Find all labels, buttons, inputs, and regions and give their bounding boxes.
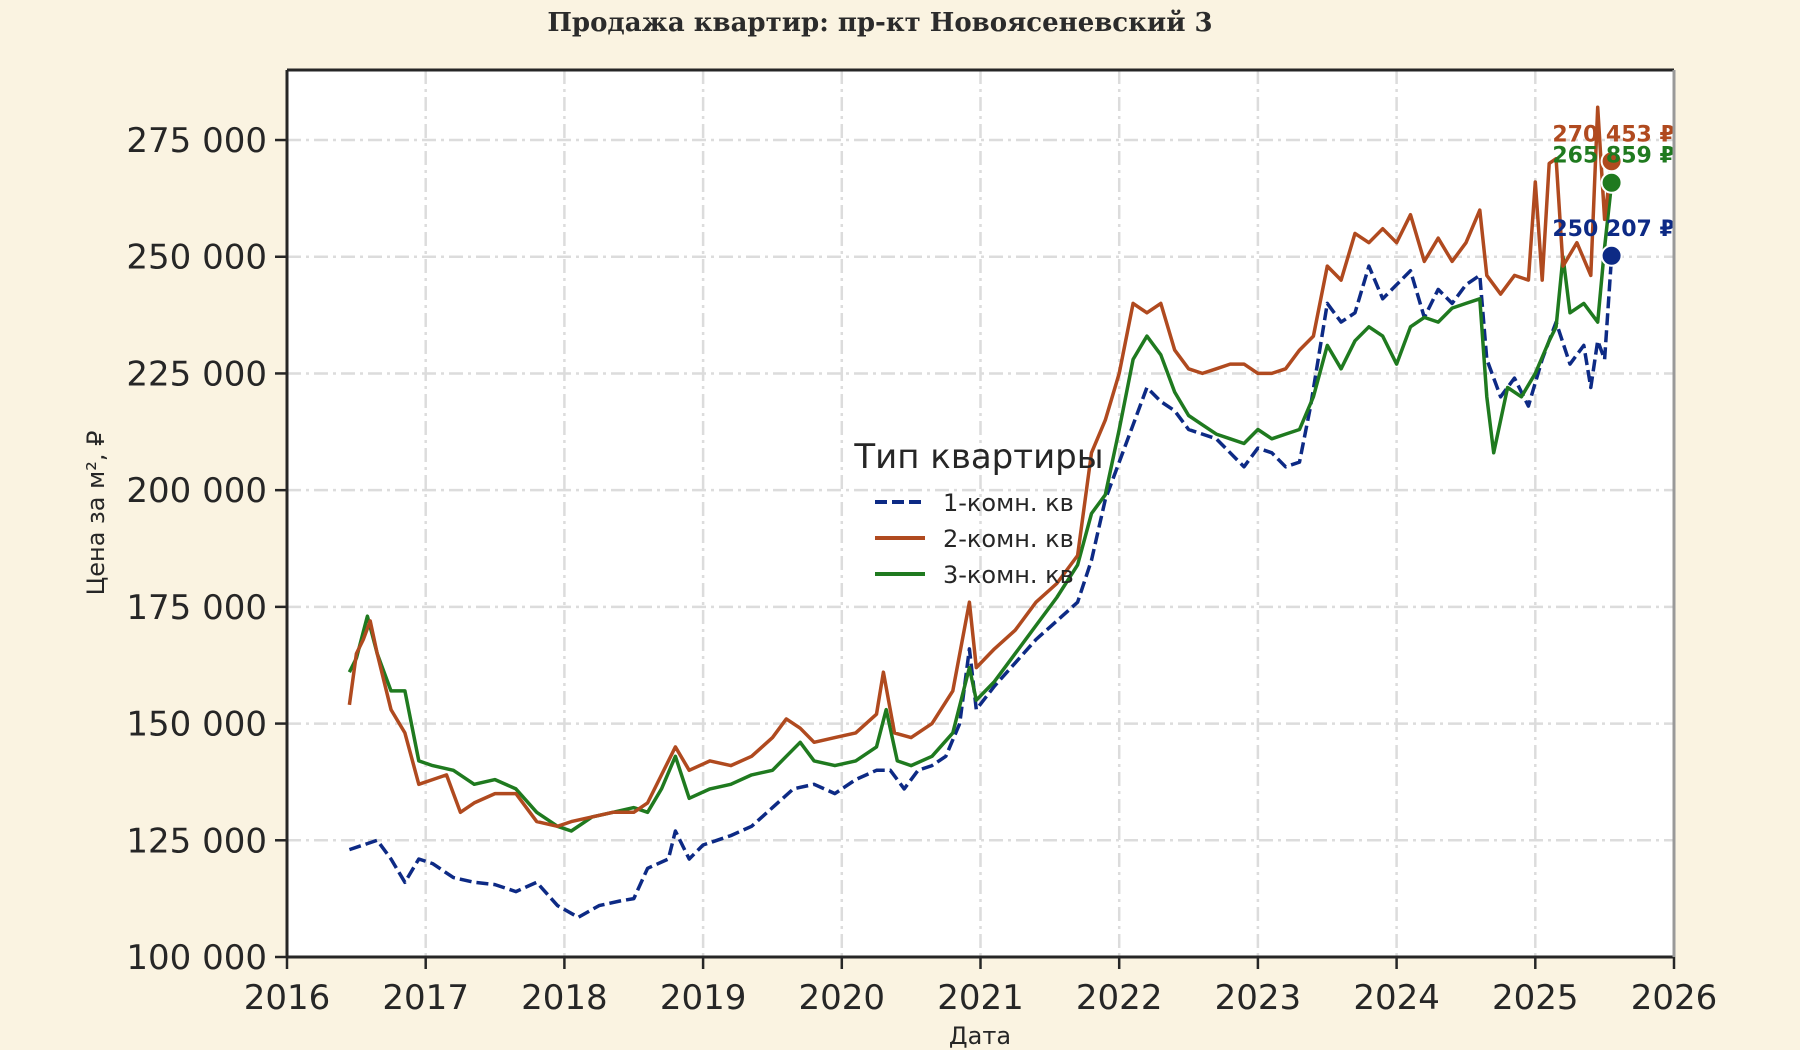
y-tick-label: 100 000 (126, 938, 267, 978)
x-tick-label: 2021 (937, 978, 1024, 1018)
x-tick-label: 2017 (382, 978, 469, 1018)
tick-labels: 2016 2017 2018 2019 2020 2021 2022 2023 2024 2025… (126, 121, 1717, 1018)
endpoint-marker-1 (1600, 244, 1623, 267)
legend-items: 1-комн. кв 2-комн. кв 3-комн. кв (875, 489, 1074, 589)
x-tick-label: 2025 (1492, 978, 1579, 1018)
y-tick-label: 175 000 (126, 588, 267, 628)
y-tick-label: 200 000 (126, 471, 267, 511)
chart-title: Продажа квартир: пр-кт Новоясеневский 3 (547, 8, 1212, 38)
endpoint-label-1: 250 207 ₽ (1552, 217, 1674, 242)
y-axis-label: Цена за м², ₽ (82, 431, 110, 596)
endpoint-marker-3 (1600, 171, 1623, 194)
x-tick-label: 2024 (1353, 978, 1440, 1018)
grid (287, 70, 1674, 957)
y-tick-label: 125 000 (126, 821, 267, 861)
x-tick-label: 2018 (521, 978, 608, 1018)
endpoint-label-3: 265 859 ₽ (1552, 144, 1674, 169)
y-tick-label: 250 000 (126, 238, 267, 278)
y-tick-label: 150 000 (126, 705, 267, 745)
endpoint-marker-2 (1600, 150, 1623, 173)
x-tick-label: 2026 (1631, 978, 1718, 1018)
endpoint-markers: 250 207 ₽ 270 453 ₽265 859 ₽ (1552, 122, 1675, 267)
legend-label-3: 3-комн. кв (943, 561, 1074, 589)
legend-label-2: 2-комн. кв (943, 525, 1074, 553)
series-line-1 (348, 255, 1614, 920)
x-axis-label: Дата (949, 1022, 1011, 1050)
x-tick-label: 2019 (660, 978, 747, 1018)
x-tick-label: 2020 (799, 978, 886, 1018)
legend-label-1: 1-комн. кв (943, 489, 1074, 517)
series-line-2 (347, 105, 1614, 829)
x-tick-label: 2022 (1076, 978, 1163, 1018)
series-layer (347, 105, 1614, 920)
legend: Тип квартиры 1-комн. кв 2-комн. кв 3-комн.… (853, 437, 1103, 589)
legend-title: Тип квартиры (853, 437, 1103, 477)
series-line-3 (347, 182, 1614, 833)
x-tick-label: 2023 (1215, 978, 1302, 1018)
y-tick-label: 275 000 (126, 121, 267, 161)
y-tick-label: 225 000 (126, 354, 267, 394)
axes (275, 68, 1676, 969)
x-tick-label: 2016 (244, 978, 331, 1018)
endpoint-label-2: 270 453 ₽ (1552, 122, 1674, 147)
